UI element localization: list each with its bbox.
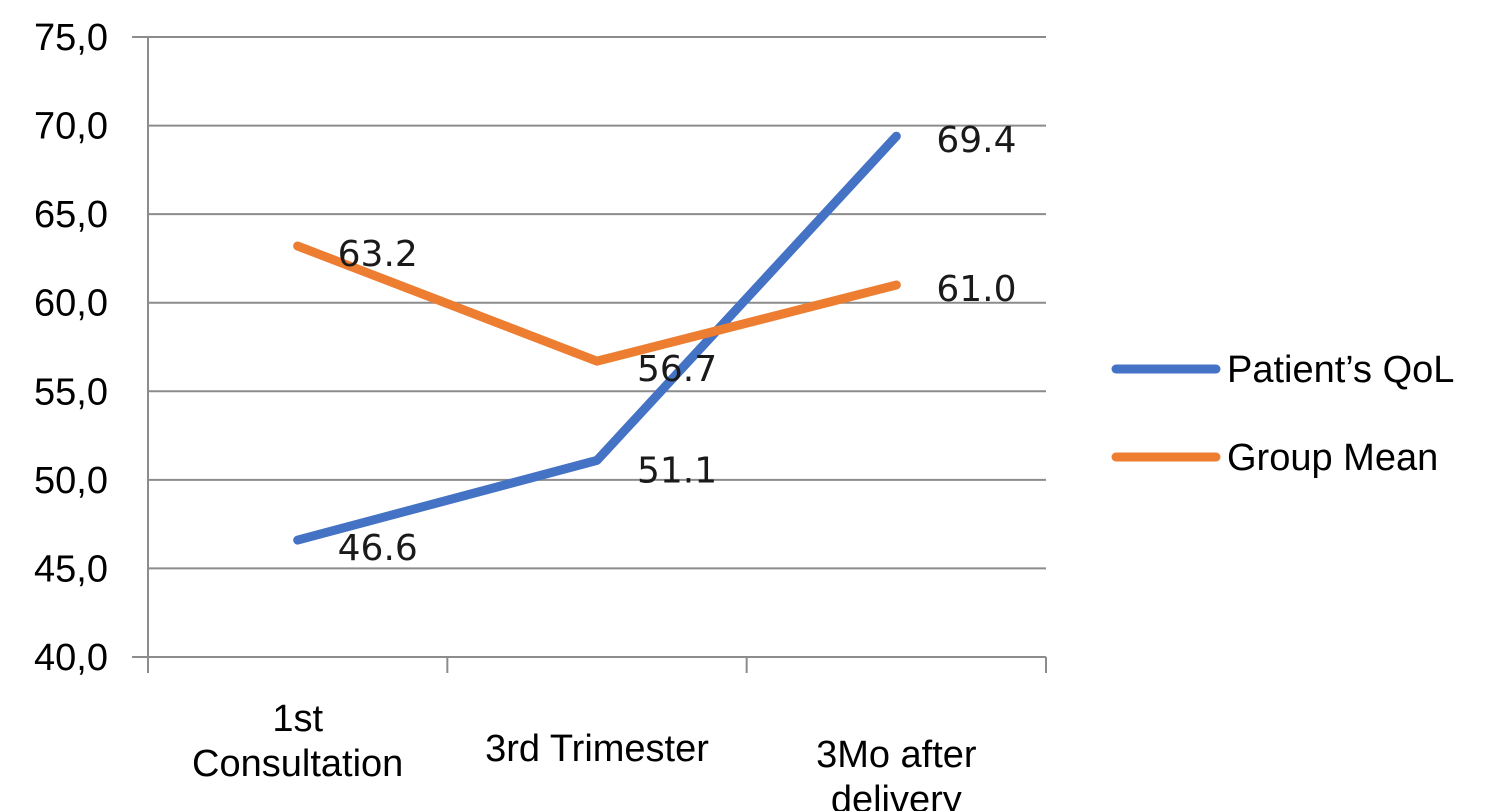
x-tick-label: 3rd Trimester — [485, 728, 709, 770]
legend: Patient’s QoL Group Mean — [1111, 349, 1454, 479]
data-label: 51.1 — [637, 450, 717, 491]
y-tick-label: 65,0 — [34, 194, 108, 236]
axes — [132, 36, 1047, 673]
y-tick-label: 40,0 — [34, 637, 108, 679]
gridlines — [148, 36, 1046, 570]
series-line — [293, 131, 901, 545]
y-tick-label: 75,0 — [34, 17, 108, 59]
y-tick-label: 55,0 — [34, 371, 108, 413]
data-label: 61.0 — [936, 269, 1016, 310]
data-labels: 46.6 51.1 69.4 63.2 56.7 61.0 — [338, 120, 1017, 569]
data-label: 69.4 — [936, 120, 1016, 161]
y-tick-label: 45,0 — [34, 548, 108, 590]
series-lines — [293, 131, 901, 545]
x-tick-label: 3Mo after delivery — [816, 734, 977, 811]
y-axis-tick-labels: 40,0 45,0 50,0 55,0 60,0 65,0 70,0 75,0 — [34, 17, 108, 679]
legend-label: Patient’s QoL — [1227, 349, 1454, 391]
y-tick-label: 60,0 — [34, 283, 108, 325]
legend-label: Group Mean — [1227, 437, 1438, 479]
data-label: 63.2 — [338, 234, 418, 275]
y-tick-label: 70,0 — [34, 106, 108, 148]
x-tick-label: 1st Consultation — [192, 698, 403, 785]
data-label: 46.6 — [338, 528, 418, 569]
series-line — [293, 241, 901, 366]
x-axis-tick-labels: 1st Consultation 3rd Trimester 3Mo after del… — [192, 698, 977, 811]
y-tick-label: 50,0 — [34, 460, 108, 502]
data-label: 56.7 — [637, 349, 717, 390]
